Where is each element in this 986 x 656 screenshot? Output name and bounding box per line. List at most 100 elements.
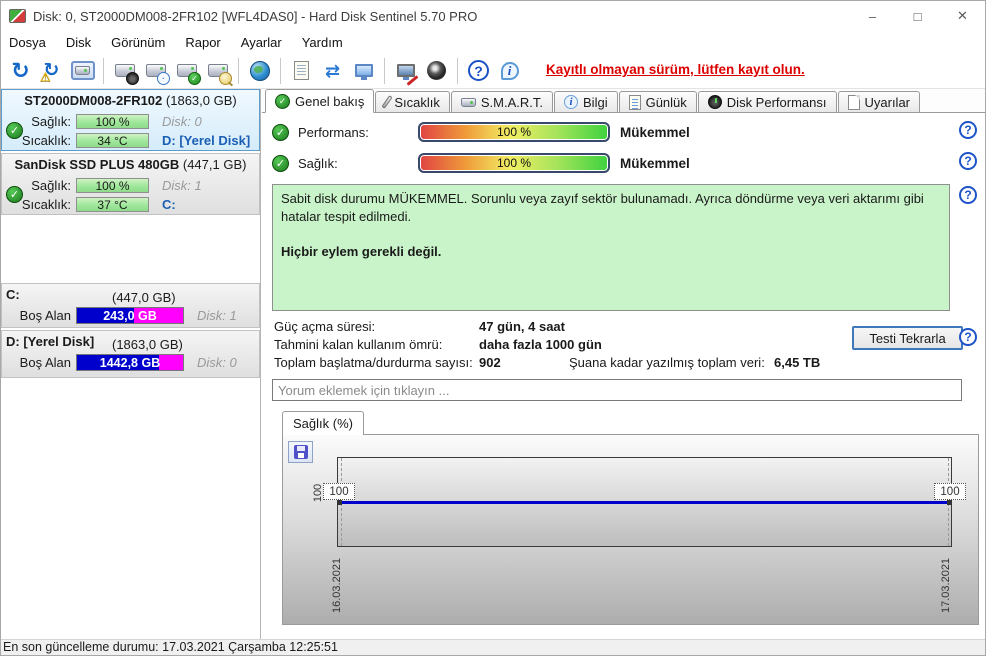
help-icon[interactable]: ? (959, 186, 977, 204)
info-icon: i (564, 95, 579, 109)
free-space-label: Boş Alan (19, 355, 71, 370)
free-space-bar: 243,0 GB (76, 307, 184, 324)
minimize-button[interactable]: – (868, 8, 877, 24)
report-icon[interactable] (286, 56, 317, 86)
tab-gunluk[interactable]: Günlük (618, 91, 697, 112)
partition-card-d[interactable]: D: [Yerel Disk] (1863,0 GB) Boş Alan 144… (1, 330, 260, 378)
temp-label: Sıcaklık: (21, 133, 71, 148)
disk-statistics: Güç açma süresi: 47 gün, 4 saat Tahmini … (274, 319, 820, 370)
window-controls: – □ ✕ (850, 1, 985, 31)
tab-smart[interactable]: S.M.A.R.T. (450, 91, 554, 112)
partition-card-c[interactable]: C: (447,0 GB) Boş Alan 243,0 GB Disk: 1 (1, 283, 260, 328)
stat-label: Toplam başlatma/durdurma sayısı: (274, 355, 473, 370)
alerts-icon (847, 94, 860, 110)
chart-tab-health[interactable]: Sağlık (%) (282, 411, 364, 435)
status-bar: En son güncelleme durumu: 17.03.2021 Çar… (1, 639, 985, 655)
x-axis-tick-start: 16.03.2021 (331, 557, 343, 613)
stat-label: Tahmini kalan kullanım ömrü: (274, 337, 443, 352)
health-rating: Mükemmel (620, 155, 690, 171)
menu-bar: Dosya Disk Görünüm Rapor Ayarlar Yardım (1, 31, 985, 53)
ok-icon: ✓ (272, 123, 289, 141)
network-computer-icon[interactable] (348, 56, 379, 86)
partition-title: D: [Yerel Disk] (1863,0 GB) (6, 334, 183, 352)
chart-plot-area (337, 457, 952, 547)
menu-dosya[interactable]: Dosya (9, 34, 46, 50)
help-icon[interactable]: ? (959, 328, 977, 346)
drive-letter: C: (162, 197, 176, 212)
menu-rapor[interactable]: Rapor (185, 34, 221, 50)
status-text: Sabit disk durumu MÜKEMMEL. Sorunlu veya… (281, 191, 924, 224)
sidebar-spacer (1, 217, 260, 283)
written-data-label: Şuana kadar yazılmış toplam veri: (569, 355, 765, 370)
disk-search-icon[interactable] (202, 56, 233, 86)
drive-letter: D: [Yerel Disk] (162, 133, 251, 148)
disk-number: Disk: 1 (197, 308, 237, 323)
stat-label: Güç açma süresi: (274, 319, 376, 334)
health-bar: 100 % (76, 178, 149, 193)
tab-disk-performansi[interactable]: Disk Performansı (697, 91, 837, 112)
toolbar: ↻ ↻ ⚠ · ✓ ⇄ ? i Kayıtlı olmayan sürüm, lü… (1, 53, 985, 89)
maximize-button[interactable]: □ (913, 8, 922, 24)
free-space-label: Boş Alan (19, 308, 71, 323)
tab-sicaklik[interactable]: Sıcaklık (375, 91, 450, 112)
performance-rating: Mükemmel (620, 124, 690, 140)
mail-sync-icon[interactable]: ⇄ (324, 60, 341, 81)
remote-tools-icon[interactable] (390, 56, 421, 86)
overview-page: ✓ Performans: 100 % Mükemmel ? ✓ Sağlık:… (262, 113, 985, 639)
disk-number: Disk: 1 (162, 178, 202, 193)
partition-title: C: (447,0 GB) (6, 287, 176, 305)
x-axis-tick-end: 17.03.2021 (940, 557, 952, 613)
window-title: Disk: 0, ST2000DM008-2FR102 [WFL4DAS0] -… (33, 8, 478, 24)
registration-link[interactable]: Kayıtlı olmayan sürüm, lütfen kayıt olun… (546, 62, 805, 77)
help-icon[interactable]: ? (959, 152, 977, 170)
health-label: Sağlık: (31, 178, 71, 193)
close-button[interactable]: ✕ (957, 8, 968, 23)
temp-bar: 37 °C (76, 197, 149, 212)
tab-genel-bakis[interactable]: ✓ Genel bakış (265, 89, 375, 113)
disk-card-1[interactable]: SanDisk SSD PLUS 480GB (447,1 GB) ✓ Sağl… (1, 153, 260, 215)
toolbar-separator (238, 57, 239, 84)
disk-number: Disk: 0 (162, 114, 202, 129)
menu-ayarlar[interactable]: Ayarlar (240, 34, 282, 50)
performance-row: ✓ Performans: 100 % Mükemmel (262, 121, 690, 143)
toolbar-separator (103, 57, 104, 84)
help-icon[interactable]: ? (959, 121, 977, 139)
tab-uyarilar[interactable]: Uyarılar (837, 91, 921, 112)
menu-gorunum[interactable]: Görünüm (111, 34, 166, 50)
performance-bar: 100 % (418, 122, 610, 142)
comment-input[interactable]: Yorum eklemek için tıklayın ... (272, 379, 962, 401)
disk-status-textbox: Sabit disk durumu MÜKEMMEL. Sorunlu veya… (272, 184, 950, 311)
stat-value: 47 gün, 4 saat (479, 319, 565, 334)
retest-button[interactable]: Testi Tekrarla (852, 326, 963, 350)
disk-card-0[interactable]: ST2000DM008-2FR102 (1863,0 GB) ✓ Sağlık:… (1, 89, 260, 151)
tab-bilgi[interactable]: i Bilgi (554, 91, 618, 112)
disk-name: SanDisk SSD PLUS 480GB (447,1 GB) (14, 157, 247, 172)
disk-clock-icon[interactable]: · (140, 56, 171, 86)
disk-box-icon[interactable] (67, 56, 98, 86)
disk-name: ST2000DM008-2FR102 (1863,0 GB) (24, 93, 237, 108)
temp-bar: 34 °C (76, 133, 149, 148)
menu-disk[interactable]: Disk (65, 34, 92, 50)
stat-value: daha fazla 1000 gün (479, 337, 602, 352)
globe-disk-icon[interactable] (244, 56, 275, 86)
free-space-bar: 1442,8 GB (76, 354, 184, 371)
menu-yardim[interactable]: Yardım (301, 34, 343, 50)
help-icon[interactable]: ? (463, 56, 494, 86)
disk-check-icon[interactable]: ✓ (171, 56, 202, 86)
toolbar-separator (457, 57, 458, 84)
disk-ok-icon: ✓ (6, 186, 23, 203)
disk-gauge-icon[interactable] (109, 56, 140, 86)
save-chart-button[interactable] (288, 441, 313, 463)
health-label: Sağlık: (31, 114, 71, 129)
refresh-icon[interactable]: ↻ (11, 57, 30, 83)
action-text: Hiçbir eylem gerekli değil. (281, 244, 442, 260)
toolbar-separator (384, 57, 385, 84)
refresh-warning-icon[interactable]: ↻ ⚠ (40, 60, 60, 84)
tab-bar: ✓ Genel bakış Sıcaklık S.M.A.R.T. i Bilg… (262, 89, 985, 113)
sound-icon[interactable] (421, 56, 452, 86)
temp-label: Sıcaklık: (21, 197, 71, 212)
gauge-icon (707, 95, 722, 109)
health-bar: 100 % (418, 153, 610, 173)
info-icon[interactable]: i (494, 56, 525, 86)
health-label: Sağlık: (298, 155, 338, 171)
